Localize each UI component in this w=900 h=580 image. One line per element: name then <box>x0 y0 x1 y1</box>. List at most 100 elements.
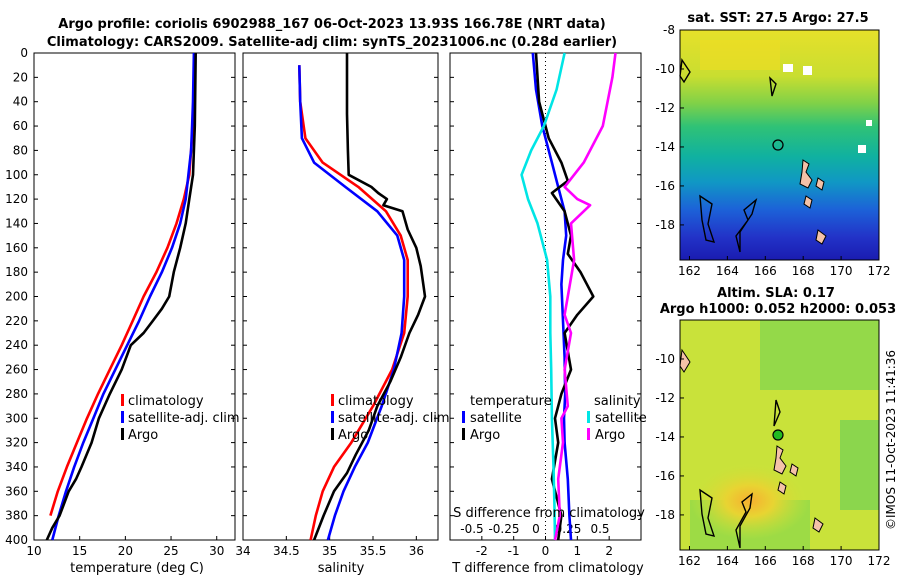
map-x-tick-label: 166 <box>754 264 777 278</box>
legend-swatch-climatology <box>331 394 334 406</box>
map-y-tick-label: -10 <box>655 62 675 76</box>
legend-swatch-argo <box>331 428 334 440</box>
map-y-tick-label: -18 <box>655 218 675 232</box>
x-tick-label: 34 <box>235 544 250 558</box>
series-line-argo <box>312 53 427 541</box>
salinity-xlabel: salinity <box>318 561 365 576</box>
top-x-tick-label: -0.5 <box>460 522 483 536</box>
depth-tick-label: 200 <box>5 290 28 304</box>
salinity-panel: 34 34.5 35 35.5 36 <box>235 52 439 558</box>
legend-label-s-satellite: satellite <box>595 411 647 426</box>
sst-map-title: sat. SST: 27.5 Argo: 27.5 <box>687 11 868 26</box>
series-line-satellite-adj-clim <box>51 52 196 541</box>
map-y-tick-label: -8 <box>663 23 675 37</box>
chart-title-line1: Argo profile: coriolis 6902988_167 06-Oc… <box>58 17 605 32</box>
depth-tick-label: 240 <box>5 338 28 352</box>
depth-axis: 0 20 40 60 80 100 120 140 160 180 200 220 240 260 280 3… <box>5 46 28 547</box>
legend-swatch-satellite <box>121 411 124 423</box>
legend-swatch-climatology <box>121 394 124 406</box>
argo-location-marker <box>772 139 784 151</box>
series-line-climatology <box>49 52 197 516</box>
sla-map-title-line1: Altim. SLA: 0.17 <box>717 286 835 301</box>
series-line-satellite-adj-clim <box>298 65 406 541</box>
depth-tick-label: 400 <box>5 533 28 547</box>
x-tick-label: 0 <box>542 544 550 558</box>
imos-credit: ©IMOS 11-Oct-2023 11:41:36 <box>884 350 898 530</box>
legend-label-argo: Argo <box>338 428 368 443</box>
x-tick-label: 35.5 <box>360 544 387 558</box>
plot-frame <box>33 52 236 541</box>
map-x-tick-label: 172 <box>868 554 891 568</box>
x-tick-label: 10 <box>26 544 41 558</box>
map-x-tick-label: 172 <box>868 264 891 278</box>
x-tick-label: 20 <box>118 544 133 558</box>
salinity-legend: climatology satellite-adj. clim Argo <box>331 394 450 443</box>
top-x-tick-label: -0.25 <box>488 522 519 536</box>
map-y-tick-label: -12 <box>655 101 675 115</box>
map-x-tick-label: 164 <box>716 264 739 278</box>
x-tick-label: 36 <box>409 544 424 558</box>
map-x-tick-label: 164 <box>716 554 739 568</box>
map-y-tick-label: -18 <box>655 508 675 522</box>
map-x-tick-label: 168 <box>792 264 815 278</box>
sla-frame <box>679 319 880 551</box>
depth-tick-label: 280 <box>5 387 28 401</box>
x-tick-label: 15 <box>72 544 87 558</box>
legend-label-t-satellite: satellite <box>470 411 522 426</box>
difference-legend: temperature satellite Argo salinity sate… <box>462 394 647 443</box>
x-tick-label: 35 <box>322 544 337 558</box>
x-tick-label: 25 <box>163 544 178 558</box>
map-y-tick-label: -10 <box>655 352 675 366</box>
series-line-climatology <box>298 65 410 541</box>
legend-swatch-s-argo <box>587 428 590 440</box>
map-y-tick-label: -16 <box>655 469 675 483</box>
coastline-vanuatu <box>679 348 824 533</box>
map-x-tick-label: 170 <box>830 264 853 278</box>
legend-label-satellite: satellite-adj. clim <box>338 411 450 426</box>
legend-swatch-satellite <box>331 411 334 423</box>
x-tick-label: -1 <box>508 544 520 558</box>
depth-tick-label: 220 <box>5 314 28 328</box>
legend-header-salinity: salinity <box>594 394 641 409</box>
map-y-tick-label: -16 <box>655 179 675 193</box>
depth-tick-label: 120 <box>5 192 28 206</box>
temperature-xlabel: temperature (deg C) <box>70 561 204 576</box>
depth-tick-label: 0 <box>20 46 28 60</box>
difference-xlabel: T difference from climatology <box>451 561 644 576</box>
depth-tick-label: 140 <box>5 216 28 230</box>
difference-panel: -2 -1 0 1 2-0.5 -0.25 0 0.25 0.5 <box>449 52 642 558</box>
sla-map-title-line2: Argo h1000: 0.052 h2000: 0.053 <box>660 302 896 317</box>
legend-swatch-t-argo <box>462 428 465 440</box>
sst-cloud-gap <box>783 64 793 72</box>
series-line-salinity-satellite <box>520 52 566 541</box>
depth-tick-label: 180 <box>5 265 28 279</box>
sst-cloud-gap <box>858 145 866 153</box>
sla-map <box>679 319 880 551</box>
sst-map-axes: 162 164 166 168 170 172 -8 -10 -12 -14 -16 -18 <box>655 23 890 278</box>
depth-tick-label: 340 <box>5 460 28 474</box>
x-tick-label: 1 <box>574 544 582 558</box>
legend-label-satellite: satellite-adj. clim <box>128 411 240 426</box>
series-line-salinity-argo <box>553 52 617 541</box>
top-x-tick-label: 0.5 <box>590 522 609 536</box>
legend-label-climatology: climatology <box>128 394 204 409</box>
series-line-temperature-argo <box>534 52 595 541</box>
depth-tick-label: 100 <box>5 168 28 182</box>
map-x-tick-label: 170 <box>830 554 853 568</box>
x-tick-label: 30 <box>209 544 224 558</box>
legend-label-t-argo: Argo <box>470 428 500 443</box>
temperature-panel: 10 15 20 25 30 <box>26 52 236 558</box>
series-line-temperature-satellite <box>531 52 573 541</box>
legend-label-s-argo: Argo <box>595 428 625 443</box>
depth-tick-label: 20 <box>13 70 28 84</box>
x-tick-label: -2 <box>476 544 488 558</box>
legend-label-argo: Argo <box>128 428 158 443</box>
sla-map-axes: 162 164 166 168 170 172 -10 -12 -14 -16 -18 <box>655 352 890 568</box>
depth-tick-label: 260 <box>5 363 28 377</box>
sla-green-north <box>760 320 879 390</box>
sst-cloud-gap <box>803 66 812 75</box>
chart-title-line2: Climatology: CARS2009. Satellite-adj cli… <box>47 35 617 50</box>
legend-swatch-argo <box>121 428 124 440</box>
sst-frame <box>679 29 880 261</box>
